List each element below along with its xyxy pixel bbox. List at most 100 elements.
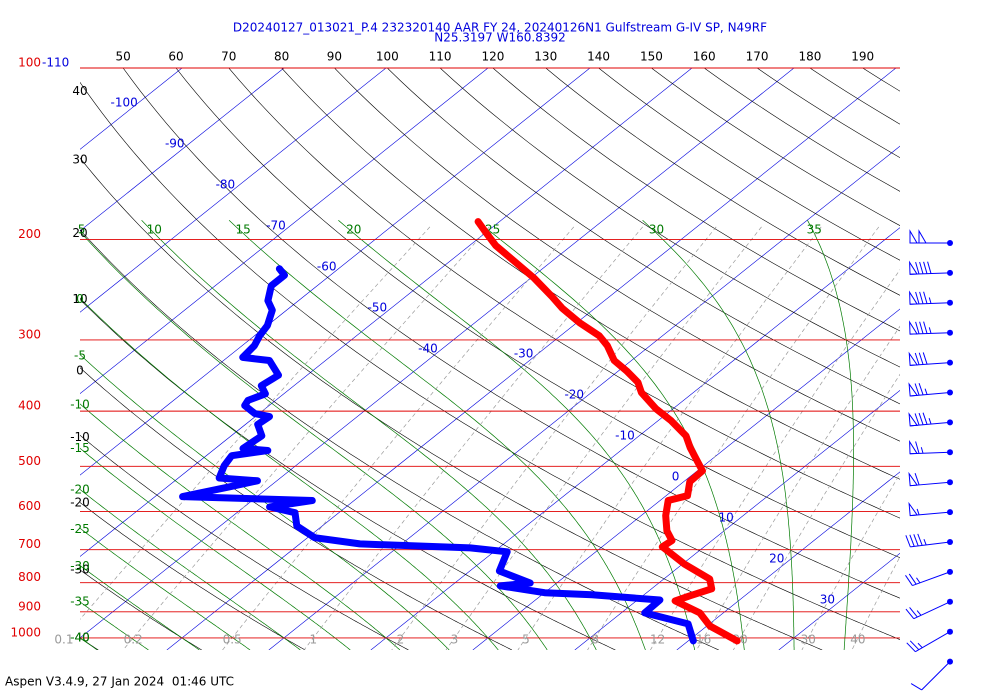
mixing-ratio-line: [696, 325, 900, 650]
barb-full: [909, 607, 918, 618]
pressure-label: 1000: [10, 625, 41, 639]
barb-pennant: [918, 229, 927, 244]
moist-adiabat-label: 15: [235, 223, 250, 237]
mixing-ratio-label: 16: [696, 633, 711, 647]
isotherm-label: -90: [165, 137, 185, 151]
barb-station: [947, 539, 953, 545]
barb-half: [923, 538, 927, 546]
barb-pennant: [908, 412, 919, 427]
dry-adiabat-label: 40: [72, 84, 87, 98]
dry-adiabat-label: 180: [798, 50, 821, 64]
wind-barb: [910, 658, 953, 691]
dry-adiabat: [228, 68, 900, 519]
moist-adiabat: [80, 354, 450, 650]
pressure-label: 400: [18, 399, 41, 413]
moist-adiabat: [80, 231, 548, 650]
barb-station: [947, 509, 953, 516]
pressure-label: 300: [18, 327, 41, 341]
moist-adiabat-label: 10: [147, 223, 162, 237]
barb-full: [918, 352, 924, 365]
barb-half: [916, 508, 920, 515]
barb-full: [913, 534, 919, 547]
isotherm: [676, 471, 900, 650]
isotherm: [80, 68, 693, 557]
wind-barb: [909, 320, 953, 336]
barb-full: [923, 321, 928, 334]
pressure-label: 200: [18, 227, 41, 241]
moist-adiabat: [80, 447, 351, 650]
isotherm-label: -40: [418, 342, 438, 356]
dry-adiabat-label: 10: [72, 292, 87, 306]
dry-adiabat-label: 0: [76, 363, 84, 377]
barb-full: [906, 642, 916, 653]
dry-adiabat-label: 70: [221, 50, 236, 64]
barb-full: [919, 261, 924, 274]
wind-barb: [905, 533, 953, 548]
isotherm: [166, 68, 897, 650]
barb-full: [923, 291, 928, 304]
moist-adiabat-label: -20: [70, 482, 90, 496]
mixing-ratio-line: [650, 269, 900, 650]
moist-adiabat: [476, 220, 745, 650]
dry-adiabat: [80, 81, 900, 640]
chart-title: D20240127_013021_P.4 232320140 AAR FY 24…: [233, 21, 767, 35]
barb-half: [924, 388, 928, 395]
dry-adiabat: [281, 68, 900, 480]
isotherm-label: -60: [317, 260, 337, 274]
barb-pennant: [908, 351, 918, 366]
moist-adiabat: [80, 601, 149, 650]
pressure-label: 500: [18, 454, 41, 468]
barb-station: [947, 299, 953, 306]
dry-adiabat-label: -10: [70, 430, 90, 444]
barb-station: [947, 628, 953, 635]
isotherm: [80, 68, 183, 150]
mixing-ratio-line: [517, 226, 822, 650]
dry-adiabat: [334, 68, 900, 442]
pressure-label: 700: [18, 537, 41, 551]
barb-half: [928, 418, 932, 425]
dry-adiabat-label: 140: [587, 50, 610, 64]
isotherm: [80, 68, 591, 476]
isotherm: [268, 145, 900, 650]
chart-subtitle: N25.3197 W160.8392: [434, 31, 566, 45]
mixing-ratio-line: [587, 226, 880, 650]
moist-adiabat-label: -15: [70, 441, 90, 455]
isotherm-label: -80: [216, 178, 236, 192]
dry-adiabat-label: 100: [376, 50, 399, 64]
barb-half: [928, 297, 932, 304]
isotherm-label: -50: [367, 301, 387, 315]
mixing-ratio-label: 30: [801, 633, 816, 647]
barb-pennant: [908, 501, 919, 517]
barb-full: [919, 291, 924, 304]
mixing-ratio-label: 5: [522, 633, 530, 647]
dry-adiabat: [387, 68, 900, 405]
top-left-temperature: -110: [42, 56, 69, 70]
dry-adiabat: [651, 68, 900, 226]
barb-full: [927, 261, 932, 274]
barb-full: [905, 575, 913, 586]
mixing-ratio-line: [80, 226, 431, 620]
isotherm: [80, 68, 285, 232]
wind-barb: [908, 412, 953, 427]
barb-pennant: [908, 382, 919, 397]
mixing-ratio-label: 12: [650, 633, 665, 647]
barb-station: [947, 568, 953, 575]
dry-adiabat: [80, 299, 616, 650]
mixing-ratio-label: 0.5: [223, 633, 242, 647]
pressure-label: 800: [18, 570, 41, 584]
dry-adiabat-label: 20: [72, 226, 87, 240]
isotherm-label: 20: [769, 552, 784, 566]
barb-full: [914, 413, 920, 426]
moist-adiabat: [80, 527, 251, 650]
dry-adiabat: [492, 68, 900, 332]
isotherm: [472, 308, 900, 650]
isotherm: [778, 552, 900, 650]
barb-pennant: [909, 290, 918, 305]
isotherm-label: -100: [111, 96, 138, 110]
dry-adiabat-label: -30: [70, 562, 90, 576]
wind-barb: [908, 501, 953, 517]
wind-barb: [905, 568, 953, 587]
barb-station: [947, 419, 953, 426]
moist-adiabat-label: -30: [70, 559, 90, 573]
